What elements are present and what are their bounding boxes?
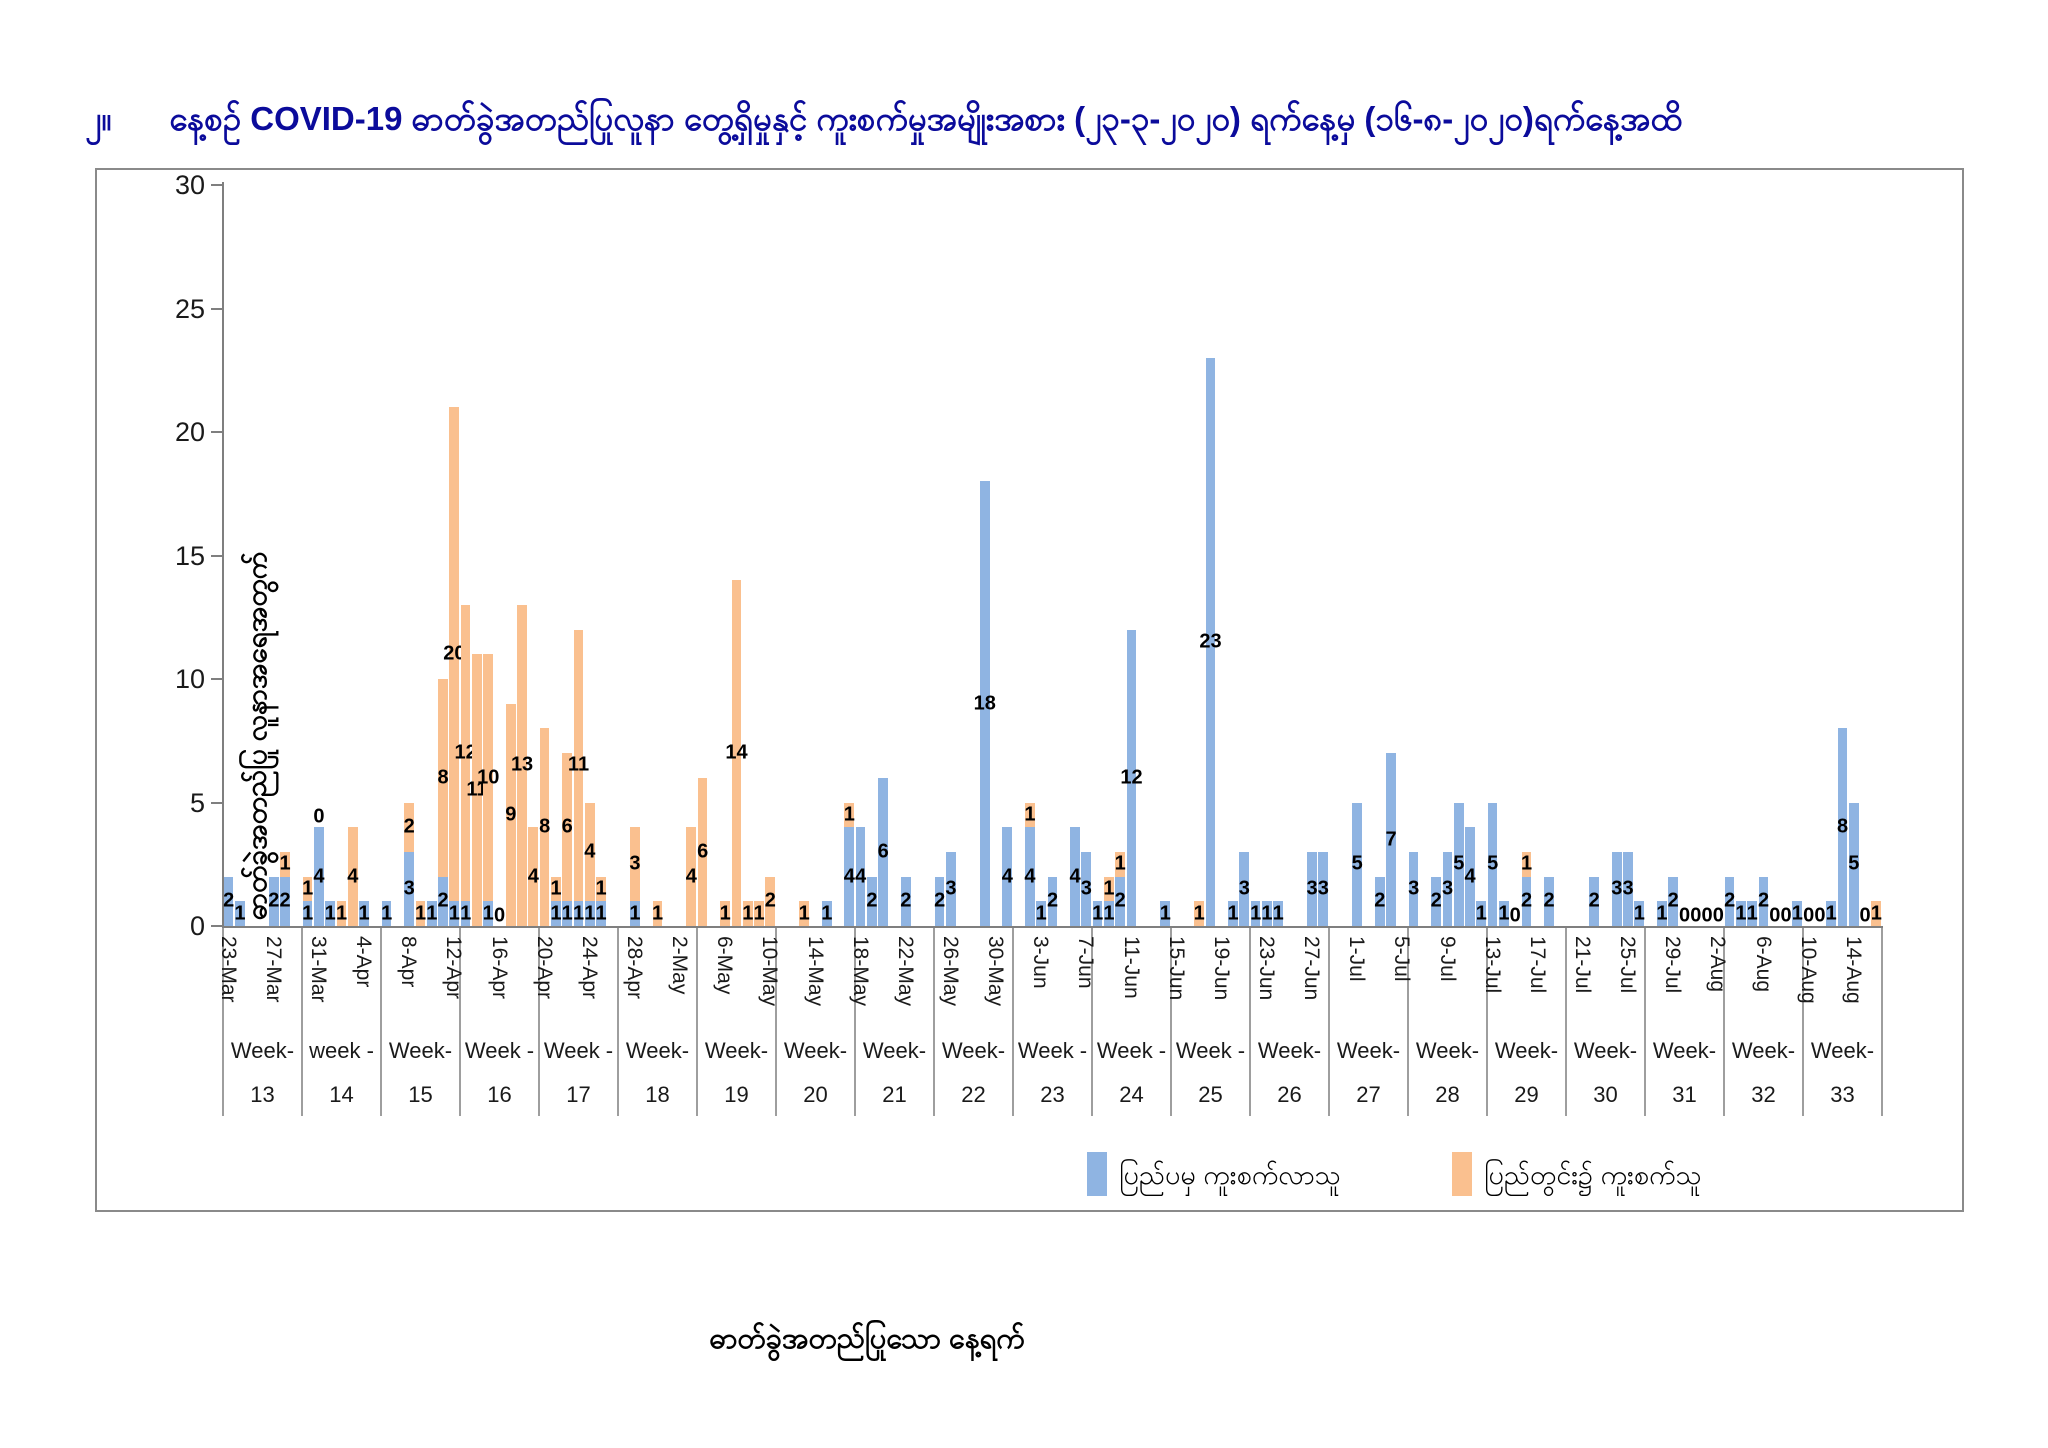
legend-swatch-imported [1087,1152,1107,1196]
x-axis-title: ဓာတ်ခွဲအတည်ပြုသော နေ့ရက် [709,1323,1025,1355]
chart-title: ၂။ နေ့စဉ် COVID-19 ဓာတ်ခွဲအတည်ပြုလူနာ တွေ… [85,98,2008,147]
legend-label-local: ပြည်တွင်း၌ ကူးစက်သူ [1484,1160,1702,1190]
legend-swatch-local [1452,1152,1472,1196]
chart-frame: ဓာတ်ခွဲအတည်ပြု လူနာအရေအတွက် ဓာတ်ခွဲအတည်ပ… [95,168,1964,1355]
legend-label-imported: ပြည်ပမှ ကူးစက်လာသူ [1119,1160,1341,1190]
y-axis-title: ဓာတ်ခွဲအတည်ပြု လူနာအရေအတွက် [241,551,272,921]
figure-number: ၂။ [85,100,112,137]
chart-title-text: နေ့စဉ် COVID-19 ဓာတ်ခွဲအတည်ပြုလူနာ တွေ့ရ… [169,100,1683,137]
